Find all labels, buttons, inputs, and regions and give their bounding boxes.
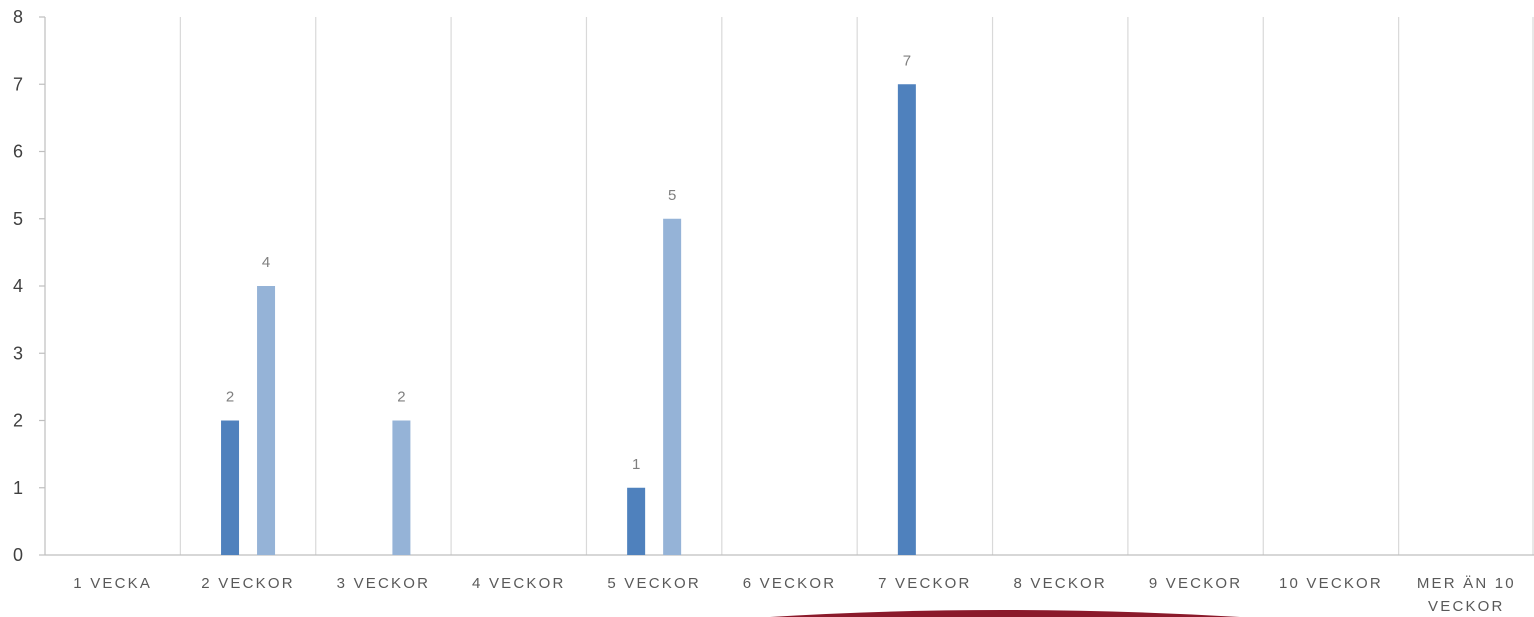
x-tick-label: 10 VECKOR	[1279, 575, 1383, 592]
x-tick-label: VECKOR	[1428, 598, 1505, 615]
x-tick-label: 7 VECKOR	[878, 575, 971, 592]
x-tick-label: 8 VECKOR	[1013, 575, 1106, 592]
y-tick-label: 3	[13, 343, 23, 363]
y-tick-label: 6	[13, 142, 23, 162]
bar	[663, 218, 682, 555]
bar	[221, 420, 240, 555]
data-label: 1	[632, 456, 640, 473]
x-tick-label: 5 VECKOR	[607, 575, 700, 592]
data-label: 4	[262, 254, 270, 271]
x-tick-label: 1 VECKA	[73, 575, 152, 592]
bar	[627, 487, 646, 555]
x-tick-label: 2 VECKOR	[201, 575, 294, 592]
bar	[897, 84, 916, 555]
x-tick-label: 4 VECKOR	[472, 575, 565, 592]
y-tick-label: 1	[13, 478, 23, 498]
x-tick-label: 3 VECKOR	[337, 575, 430, 592]
data-label: 7	[903, 52, 911, 69]
axes	[39, 16, 1534, 556]
data-label: 2	[397, 389, 405, 406]
y-tick-label: 0	[13, 545, 23, 565]
y-tick-label: 4	[13, 276, 23, 296]
y-tick-label: 2	[13, 411, 23, 431]
x-tick-label: MER ÄN 10	[1417, 575, 1516, 592]
bar	[392, 420, 411, 555]
decorative-swoosh	[770, 610, 1240, 617]
y-tick-label: 8	[13, 7, 23, 27]
data-label: 2	[226, 389, 234, 406]
x-tick-label: 9 VECKOR	[1149, 575, 1242, 592]
bar	[257, 286, 276, 555]
y-tick-label: 5	[13, 209, 23, 229]
bars	[221, 84, 916, 555]
labels: 0 1 2 3 4 5 6 7 8 1 VECKA 2 VECKOR 3 VECKOR 4 VECKOR…	[13, 7, 1516, 615]
y-tick-label: 7	[13, 74, 23, 94]
data-label: 5	[668, 187, 676, 204]
x-tick-label: 6 VECKOR	[743, 575, 836, 592]
grid-lines	[179, 17, 1534, 555]
